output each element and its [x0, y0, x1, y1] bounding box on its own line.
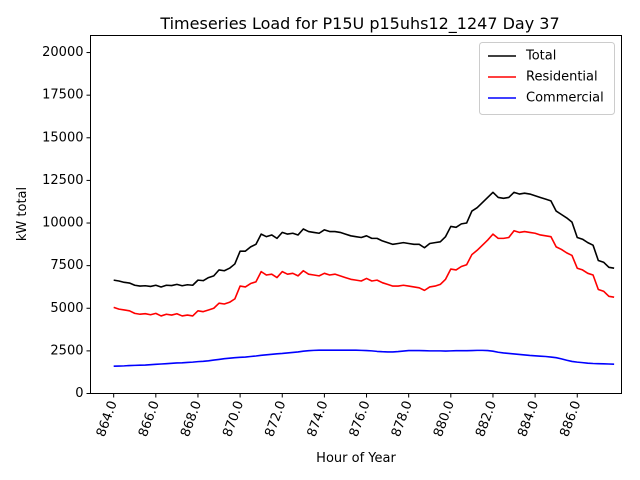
y-tick-label: 7500: [50, 258, 83, 273]
series-line-residential: [113, 229, 615, 317]
legend-entries: Total Residential Commercial: [488, 49, 604, 106]
legend-label-residential: Residential: [526, 70, 598, 85]
series-lines: [113, 191, 615, 368]
legend-box: [479, 42, 615, 115]
y-axis-label: kW total: [15, 187, 30, 241]
legend-label-commercial: Commercial: [526, 91, 604, 106]
legend: Total Residential Commercial: [479, 42, 615, 115]
y-tick-label: 20000: [42, 45, 83, 60]
chart-title: Timeseries Load for P15U p15uhs12_1247 D…: [159, 14, 559, 34]
y-tick-label: 17500: [42, 88, 83, 103]
y-tick-label: 12500: [42, 173, 83, 188]
legend-label-total: Total: [525, 49, 556, 64]
y-tick-label: 15000: [42, 130, 83, 145]
series-line-total: [113, 191, 615, 288]
plot-frame: [90, 35, 622, 394]
y-tick-label: 2500: [50, 343, 83, 358]
series-line-commercial: [113, 349, 615, 368]
y-tick-label: 0: [75, 386, 83, 401]
y-axis-ticks: 0 2500 5000 7500 10000 12500 15000 17500 20000: [42, 45, 91, 401]
y-tick-label: 5000: [50, 301, 83, 316]
y-tick-label: 10000: [42, 216, 83, 231]
x-axis-label: Hour of Year: [316, 451, 396, 466]
